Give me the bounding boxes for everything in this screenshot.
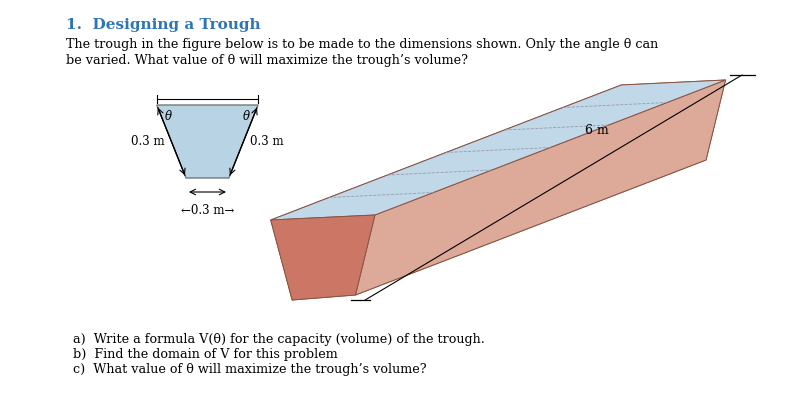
Polygon shape [270,215,375,300]
Text: 0.3 m: 0.3 m [250,135,284,148]
Polygon shape [270,85,642,300]
Text: a)  Write a formula V(θ) for the capacity (volume) of the trough.: a) Write a formula V(θ) for the capacity… [73,333,485,346]
Polygon shape [356,80,725,295]
Text: 0.3 m: 0.3 m [131,135,164,148]
Text: θ: θ [243,111,250,124]
Text: θ: θ [164,111,171,124]
Polygon shape [621,80,725,165]
Text: ←0.3 m→: ←0.3 m→ [181,204,234,217]
Polygon shape [292,160,706,300]
Polygon shape [270,80,725,220]
Text: 6 m: 6 m [585,124,609,137]
Text: be varied. What value of θ will maximize the trough’s volume?: be varied. What value of θ will maximize… [66,54,469,67]
Text: The trough in the figure below is to be made to the dimensions shown. Only the a: The trough in the figure below is to be … [66,38,658,51]
Text: c)  What value of θ will maximize the trough’s volume?: c) What value of θ will maximize the tro… [73,363,427,376]
Text: 1.  Designing a Trough: 1. Designing a Trough [66,18,261,32]
Polygon shape [157,105,258,178]
Text: b)  Find the domain of V for this problem: b) Find the domain of V for this problem [73,348,338,361]
